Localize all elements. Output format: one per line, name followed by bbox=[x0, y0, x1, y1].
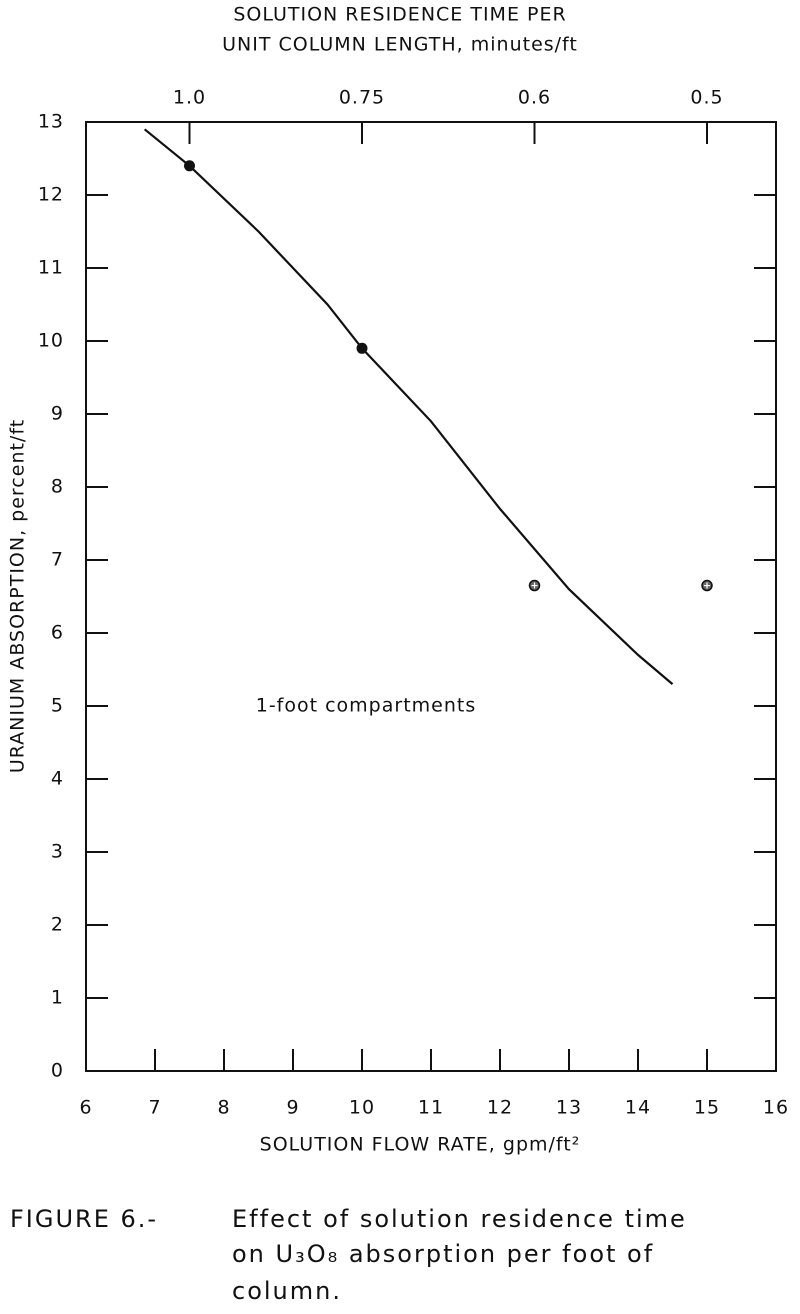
x2-axis-title: UNIT COLUMN LENGTH, minutes/ft bbox=[222, 34, 578, 56]
x-tick-label: 6 bbox=[79, 1097, 92, 1119]
data-point bbox=[356, 342, 368, 354]
caption-line: column. bbox=[232, 1277, 342, 1305]
y-tick-label: 2 bbox=[51, 914, 64, 936]
y-tick-label: 4 bbox=[51, 768, 64, 790]
data-point-cross bbox=[531, 582, 538, 589]
y-tick-label: 1 bbox=[51, 987, 64, 1009]
x-tick-label: 10 bbox=[349, 1097, 375, 1119]
y-tick-label: 8 bbox=[51, 476, 64, 498]
caption-line: Effect of solution residence time bbox=[232, 1205, 687, 1233]
x-tick-label: 13 bbox=[556, 1097, 582, 1119]
y-tick-label: 9 bbox=[51, 403, 64, 425]
x-tick-label: 8 bbox=[217, 1097, 230, 1119]
caption-line: on U₃O₈ absorption per foot of bbox=[232, 1240, 654, 1268]
y-tick-label: 0 bbox=[51, 1060, 64, 1082]
plot-frame bbox=[85, 121, 777, 1072]
data-point bbox=[184, 160, 195, 172]
x2-tick-label: 1.0 bbox=[173, 87, 206, 109]
x2-tick-label: 0.6 bbox=[518, 87, 551, 109]
y-tick-label: 6 bbox=[51, 622, 64, 644]
y-tick-label: 5 bbox=[51, 695, 64, 717]
y-tick-label: 3 bbox=[51, 841, 64, 863]
y-tick-label: 11 bbox=[38, 257, 64, 279]
data-point-cross bbox=[704, 582, 710, 589]
x-tick-label: 12 bbox=[487, 1097, 513, 1119]
caption-label: FIGURE 6.- bbox=[10, 1205, 158, 1233]
x-tick-label: 7 bbox=[148, 1097, 161, 1119]
y-tick-label: 13 bbox=[38, 111, 64, 133]
y-tick-label: 12 bbox=[38, 184, 64, 206]
x2-axis-title: SOLUTION RESIDENCE TIME PER bbox=[233, 4, 566, 26]
y-tick-label: 7 bbox=[51, 549, 64, 571]
annotation: 1-foot compartments bbox=[256, 695, 477, 717]
x-tick-label: 14 bbox=[625, 1097, 651, 1119]
x-axis-title: SOLUTION FLOW RATE, gpm/ft² bbox=[260, 1134, 581, 1156]
x-tick-label: 16 bbox=[763, 1097, 789, 1119]
x2-tick-label: 0.5 bbox=[690, 87, 723, 109]
y-tick-label: 10 bbox=[38, 330, 64, 352]
x-tick-label: 11 bbox=[418, 1097, 444, 1119]
x-tick-label: 15 bbox=[694, 1097, 720, 1119]
x2-tick-label: 0.75 bbox=[339, 87, 385, 109]
y-axis-title: URANIUM ABSORPTION, percent/ft bbox=[7, 419, 29, 773]
x-tick-label: 9 bbox=[286, 1097, 299, 1119]
fit-curve bbox=[143, 128, 674, 685]
